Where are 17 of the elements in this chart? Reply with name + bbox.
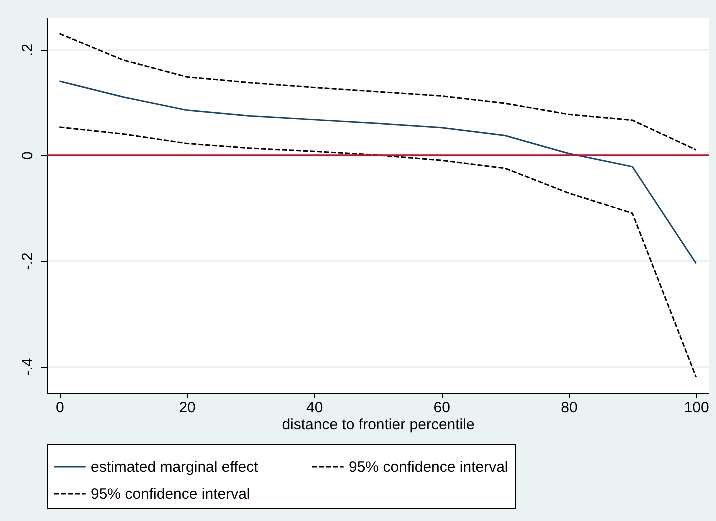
y-tick-label: .2 bbox=[20, 44, 36, 56]
line-series bbox=[58, 126, 698, 378]
x-tick-label: 80 bbox=[561, 400, 578, 416]
x-tick-label: 20 bbox=[179, 400, 196, 416]
x-tick-label: 0 bbox=[56, 400, 64, 416]
legend-label: 95% confidence interval bbox=[349, 459, 508, 476]
line-series bbox=[58, 80, 698, 264]
x-tick-label: 100 bbox=[684, 400, 710, 416]
legend-label: 95% confidence interval bbox=[91, 486, 250, 503]
y-tick-label: 0 bbox=[20, 152, 36, 160]
x-axis-title: distance to frontier percentile bbox=[282, 416, 475, 434]
line-series bbox=[58, 33, 698, 151]
x-tick-label: 60 bbox=[434, 400, 450, 416]
y-tick-label: -.4 bbox=[20, 358, 36, 376]
x-tick-label: 40 bbox=[306, 400, 324, 416]
legend-label: estimated marginal effect bbox=[91, 459, 260, 476]
y-tick-label: -.2 bbox=[20, 252, 36, 270]
